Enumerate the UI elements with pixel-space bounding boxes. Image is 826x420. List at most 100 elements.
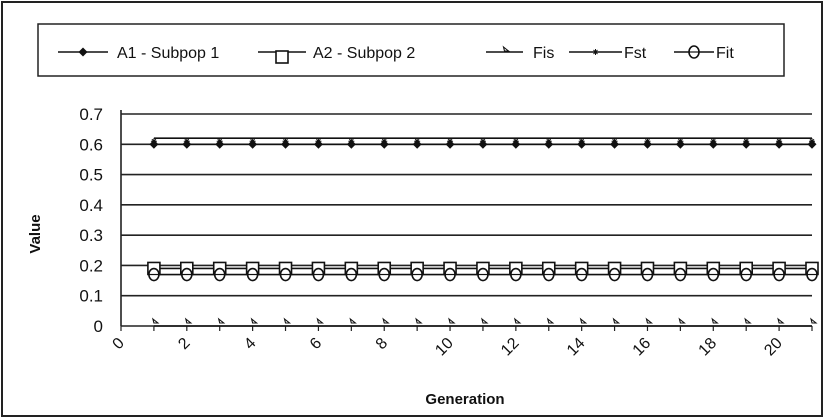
y-tick-label-0.7: 0.7 <box>79 105 103 124</box>
legend-marker-square <box>275 50 289 64</box>
data-point-triangle-15 <box>612 317 621 324</box>
y-axis-title: Value <box>27 214 44 253</box>
data-point-diamond-18 <box>708 139 718 149</box>
legend-label-square: A2 - Subpop 2 <box>313 45 415 62</box>
data-point-star-3 <box>216 138 223 145</box>
data-point-diamond-14 <box>577 139 587 149</box>
data-point-diamond-21 <box>807 139 817 149</box>
data-point-circle-11 <box>477 267 489 282</box>
data-point-diamond-17 <box>675 139 685 149</box>
data-point-star-13 <box>545 138 552 145</box>
data-point-star-10 <box>447 138 454 145</box>
data-point-circle-6 <box>312 267 325 282</box>
data-point-circle-19 <box>740 267 752 282</box>
legend-item-triangle: Fis <box>486 45 554 62</box>
data-point-star-15 <box>611 138 618 145</box>
data-point-star-21 <box>809 138 815 145</box>
data-point-star-20 <box>776 138 783 145</box>
data-point-circle-8 <box>378 267 391 282</box>
data-point-triangle-3 <box>217 317 226 324</box>
legend-label-star: Fst <box>624 45 647 62</box>
data-point-star-5 <box>282 138 289 145</box>
data-point-circle-16 <box>641 267 654 282</box>
data-point-diamond-19 <box>741 139 751 149</box>
data-point-triangle-8 <box>382 317 390 324</box>
data-point-diamond-3 <box>215 139 225 149</box>
data-point-triangle-4 <box>250 317 259 324</box>
data-point-triangle-16 <box>645 317 654 324</box>
data-point-circle-17 <box>674 267 687 282</box>
data-point-star-16 <box>644 138 651 145</box>
data-point-circle-12 <box>510 267 522 282</box>
data-point-triangle-17 <box>678 317 686 324</box>
data-point-diamond-5 <box>281 139 291 149</box>
y-tick-label-0.3: 0.3 <box>79 226 103 245</box>
data-point-circle-4 <box>246 267 259 282</box>
data-point-star-6 <box>315 138 322 145</box>
data-point-triangle-21 <box>810 317 818 324</box>
legend-item-square: A2 - Subpop 2 <box>258 45 415 64</box>
y-tick-label-0.2: 0.2 <box>79 256 103 275</box>
data-point-triangle-1 <box>151 317 160 324</box>
legend-marker-diamond <box>78 47 88 57</box>
data-point-triangle-20 <box>777 317 785 324</box>
data-point-circle-21 <box>806 267 818 282</box>
data-point-circle-1 <box>148 267 160 282</box>
legend-item-circle: Fit <box>674 45 734 62</box>
x-axis-title: Generation <box>425 391 504 408</box>
data-point-star-2 <box>183 138 190 145</box>
data-point-diamond-16 <box>642 139 652 149</box>
data-point-triangle-6 <box>316 317 324 324</box>
data-point-triangle-2 <box>184 317 193 324</box>
data-point-circle-5 <box>279 267 292 282</box>
legend-label-triangle: Fis <box>533 45 554 62</box>
legend-marker-circle <box>688 45 700 59</box>
data-point-diamond-9 <box>412 139 422 149</box>
data-point-diamond-12 <box>511 139 521 149</box>
y-tick-label-0.1: 0.1 <box>79 287 103 306</box>
data-point-diamond-11 <box>478 139 488 149</box>
data-point-triangle-13 <box>546 317 555 324</box>
legend-marker-triangle <box>502 45 511 52</box>
data-point-circle-15 <box>608 267 621 282</box>
legend-label-diamond: A1 - Subpop 1 <box>117 45 219 62</box>
data-point-circle-13 <box>542 267 555 282</box>
y-tick-label-0.6: 0.6 <box>79 135 103 154</box>
data-point-triangle-18 <box>711 317 719 324</box>
data-point-star-12 <box>512 138 519 145</box>
data-point-star-18 <box>710 138 717 145</box>
data-point-diamond-1 <box>149 139 159 149</box>
data-point-star-17 <box>677 138 684 145</box>
legend-marker-star <box>592 49 599 55</box>
legend-label-circle: Fit <box>716 45 734 62</box>
legend-box <box>37 23 785 77</box>
y-tick-labels: 0 0.1 0.2 0.3 0.4 0.5 0.6 0.7 <box>79 105 103 336</box>
data-point-star-1 <box>150 138 157 145</box>
data-point-diamond-7 <box>346 139 356 149</box>
data-point-star-11 <box>479 138 486 145</box>
data-point-circle-20 <box>773 267 785 282</box>
data-point-diamond-4 <box>248 139 258 149</box>
data-point-triangle-5 <box>283 317 292 324</box>
data-point-diamond-8 <box>379 139 389 149</box>
data-point-triangle-10 <box>448 317 456 324</box>
y-tick-label-0: 0 <box>94 317 103 336</box>
data-point-triangle-9 <box>415 317 423 324</box>
data-point-diamond-15 <box>610 139 620 149</box>
legend-item-diamond: A1 - Subpop 1 <box>58 45 219 62</box>
data-point-star-14 <box>578 138 585 145</box>
data-point-circle-2 <box>181 267 193 282</box>
data-point-circle-14 <box>575 267 588 282</box>
data-point-circle-9 <box>411 267 423 282</box>
data-point-triangle-12 <box>513 317 522 324</box>
data-point-circle-7 <box>345 267 358 282</box>
data-point-triangle-14 <box>579 317 588 324</box>
data-point-diamond-10 <box>445 139 455 149</box>
data-point-circle-3 <box>213 267 226 282</box>
data-point-diamond-20 <box>774 139 784 149</box>
series-layer <box>147 137 819 327</box>
data-point-star-7 <box>348 138 355 145</box>
data-point-triangle-7 <box>349 317 357 324</box>
data-point-triangle-19 <box>744 317 752 324</box>
